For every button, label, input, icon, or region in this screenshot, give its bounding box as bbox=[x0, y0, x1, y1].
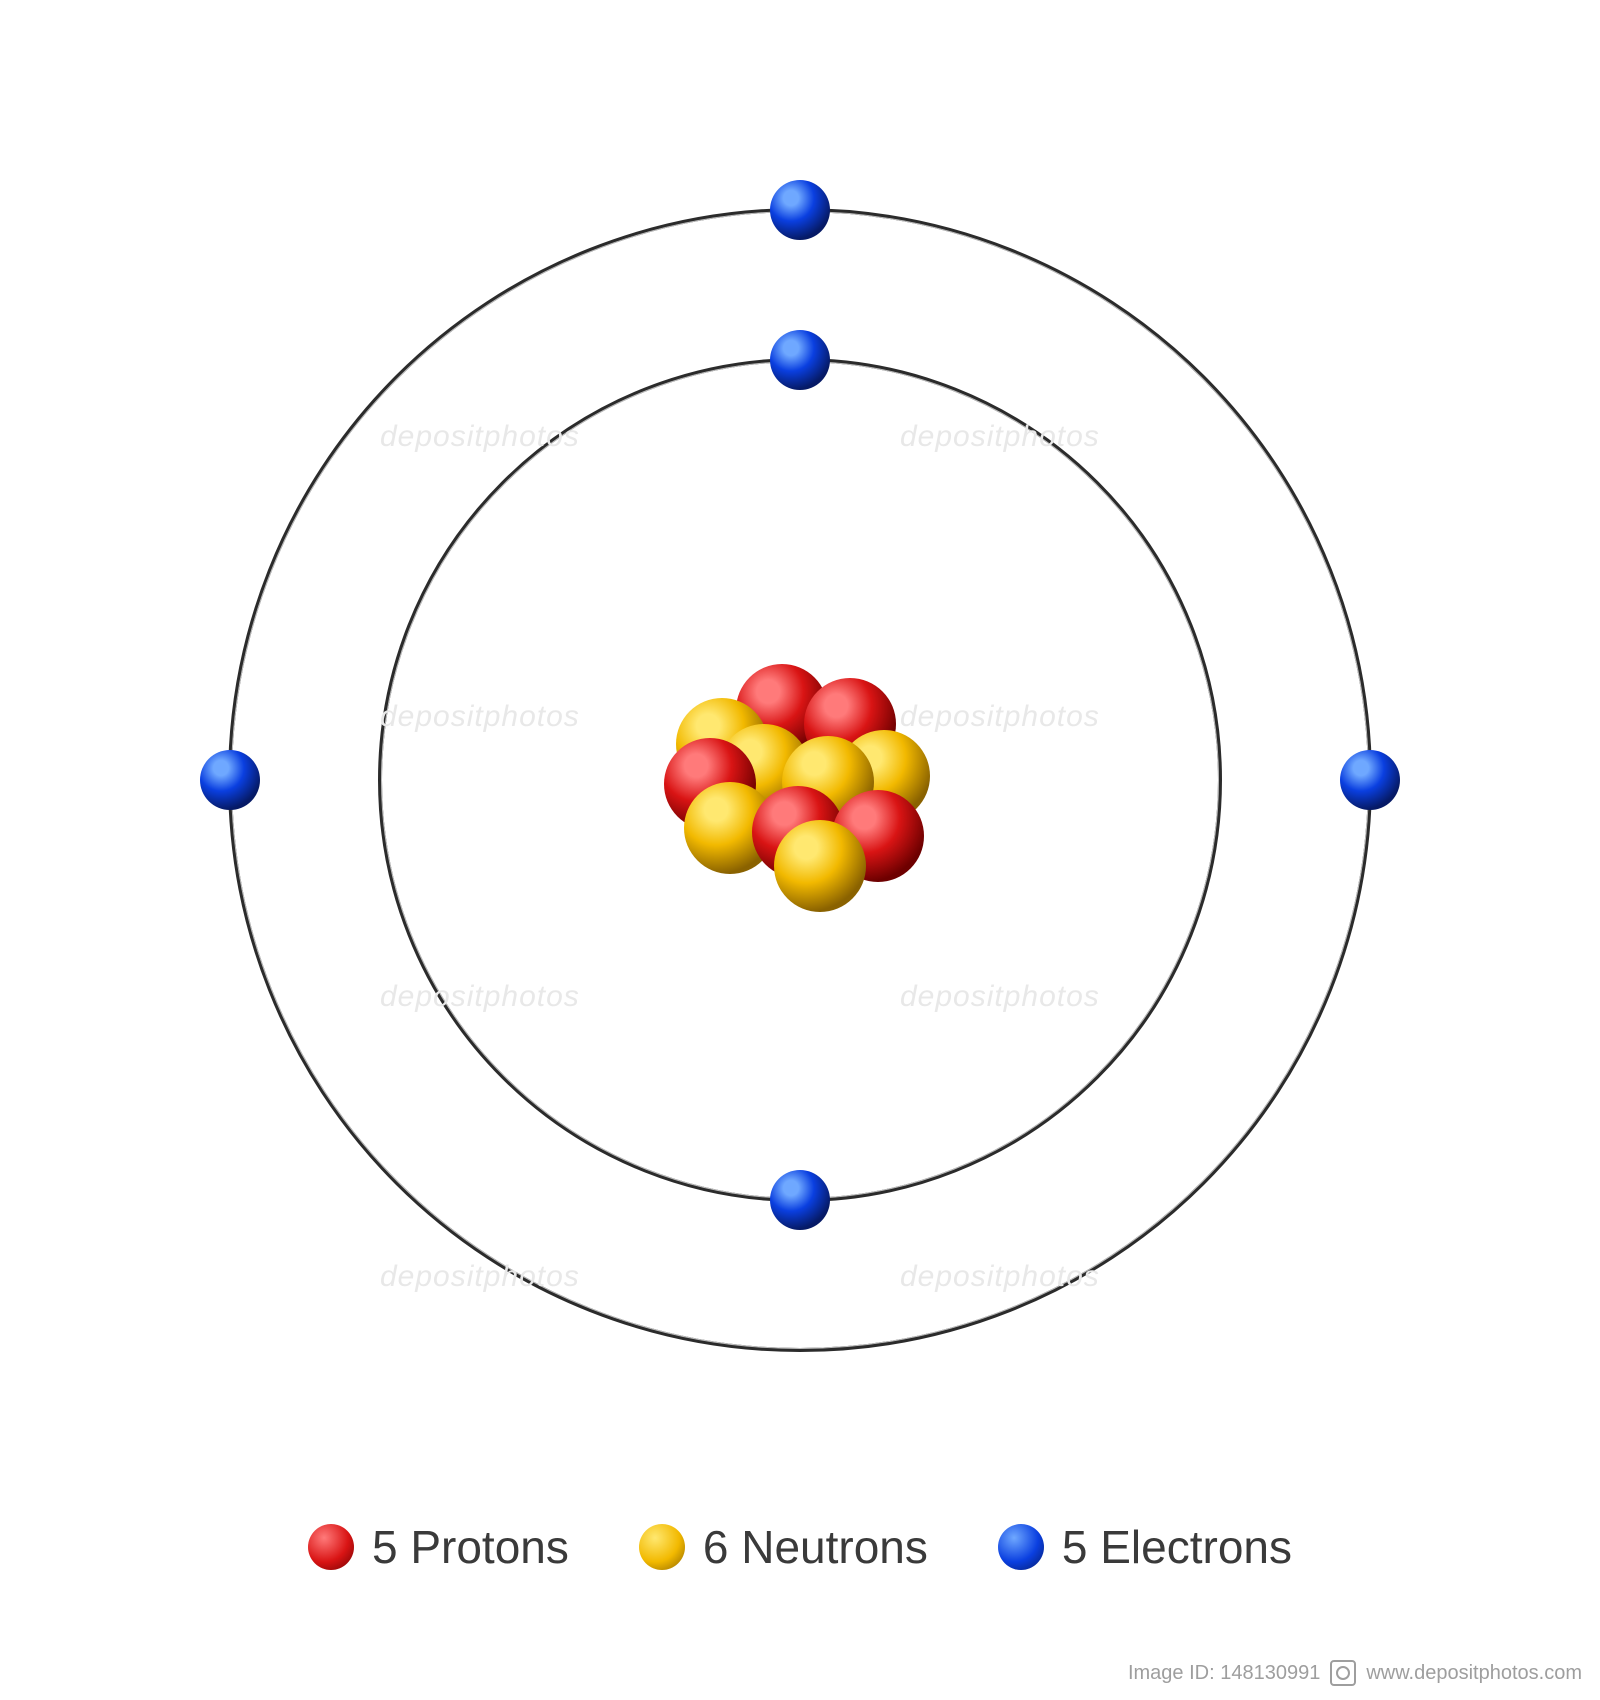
legend-label: 6 Neutrons bbox=[703, 1520, 928, 1574]
legend-label: 5 Electrons bbox=[1062, 1520, 1292, 1574]
attribution-site: www.depositphotos.com bbox=[1366, 1662, 1582, 1685]
atom-diagram: 5 Protons 6 Neutrons 5 Electrons Image ID:… bbox=[0, 0, 1600, 1700]
neutron-particle bbox=[774, 820, 866, 912]
attribution: Image ID: 148130991 www.depositphotos.co… bbox=[1128, 1660, 1582, 1686]
legend-dot-icon bbox=[639, 1524, 685, 1570]
legend: 5 Protons 6 Neutrons 5 Electrons bbox=[0, 1520, 1600, 1574]
legend-label: 5 Protons bbox=[372, 1520, 569, 1574]
electron bbox=[770, 1170, 830, 1230]
legend-item: 5 Protons bbox=[308, 1520, 569, 1574]
attribution-image-id: Image ID: 148130991 bbox=[1128, 1662, 1320, 1685]
electron bbox=[1340, 750, 1400, 810]
legend-item: 5 Electrons bbox=[998, 1520, 1292, 1574]
atom-svg bbox=[0, 0, 1600, 1700]
camera-icon bbox=[1330, 1660, 1356, 1686]
legend-dot-icon bbox=[998, 1524, 1044, 1570]
legend-item: 6 Neutrons bbox=[639, 1520, 928, 1574]
legend-dot-icon bbox=[308, 1524, 354, 1570]
electron bbox=[770, 180, 830, 240]
electron bbox=[770, 330, 830, 390]
electron bbox=[200, 750, 260, 810]
